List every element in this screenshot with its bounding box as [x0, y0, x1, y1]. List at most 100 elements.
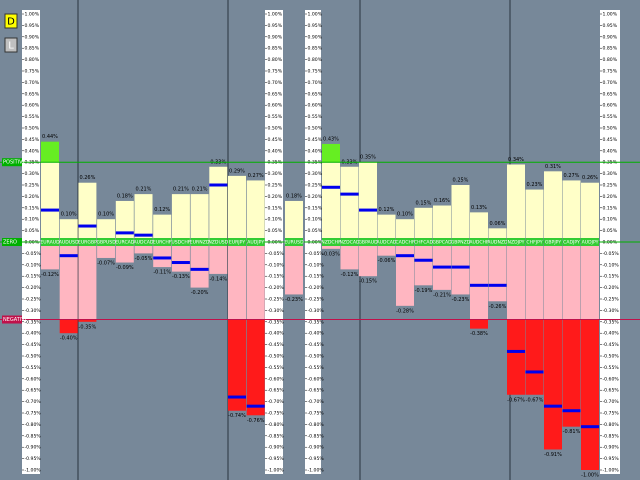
high-bar: [525, 189, 544, 242]
y-tick-label: 0.50%: [603, 126, 618, 132]
level-tag: [2, 315, 22, 324]
category-tag: [581, 238, 599, 246]
category-label: AUDCHF: [469, 240, 489, 246]
y-tick-label: -0.95%: [268, 456, 285, 462]
current-marker: [78, 224, 97, 228]
category-tag: [209, 238, 228, 246]
button[interactable]: L: [8, 41, 14, 52]
high-bar: [78, 182, 97, 242]
y-tick-label: -0.90%: [268, 445, 285, 451]
current-marker: [488, 283, 507, 287]
current-marker: [322, 185, 340, 189]
y-tick-label: -1.00%: [603, 468, 620, 474]
y-tick-label: -0.50%: [603, 354, 620, 360]
y-tick-label: 0.40%: [25, 148, 40, 154]
y-tick-label: -0.85%: [308, 433, 325, 439]
y-tick-label: -0.40%: [25, 331, 42, 337]
high-bar: [507, 164, 525, 242]
high-label: 0.10%: [98, 212, 114, 218]
y-tick-label: 0.25%: [268, 183, 283, 189]
button-bg[interactable]: [4, 37, 18, 53]
y-tick-label: 0.55%: [268, 114, 283, 120]
y-tick-label: 0.20%: [268, 194, 283, 200]
button[interactable]: D: [7, 17, 15, 28]
y-tick-label: 0.45%: [268, 137, 283, 143]
y-tick-label: 0.15%: [268, 205, 283, 211]
y-tick-label: -0.75%: [603, 411, 620, 417]
high-label: 0.15%: [416, 200, 432, 206]
high-label: 0.21%: [136, 187, 152, 193]
level-label: NEGATIVE: [3, 317, 28, 323]
high-bar-over: [41, 141, 59, 163]
low-bar: [507, 242, 525, 320]
y-tick-label: -0.15%: [25, 274, 42, 280]
high-label: 0.27%: [248, 173, 264, 179]
low-label: -0.67%: [526, 397, 544, 403]
low-bar-over: [228, 319, 246, 411]
y-tick-label: -0.25%: [268, 297, 285, 303]
y-tick-label: -0.55%: [268, 365, 285, 371]
low-bar: [59, 242, 78, 320]
category-tag: [414, 238, 433, 246]
high-bar: [171, 194, 190, 242]
y-tick-label: -0.90%: [603, 445, 620, 451]
high-label: 0.26%: [582, 175, 598, 181]
high-label: 0.21%: [192, 187, 208, 193]
high-bar: [396, 219, 414, 242]
y-tick-label: 0.25%: [603, 183, 618, 189]
category-tag: [228, 238, 246, 246]
y-tick-label: 0.70%: [308, 80, 323, 86]
high-bar: [377, 214, 396, 242]
current-marker: [153, 256, 172, 260]
y-tick-label: -0.70%: [603, 399, 620, 405]
y-tick-label: -0.45%: [25, 342, 42, 348]
category-label: GBPCAD: [432, 240, 452, 246]
category-tag: [285, 238, 303, 246]
y-tick-label: -0.20%: [603, 285, 620, 291]
category-tag: [41, 238, 59, 246]
high-label: 0.10%: [61, 212, 77, 218]
y-tick-label: 0.75%: [308, 69, 323, 75]
low-label: -0.13%: [172, 274, 190, 280]
y-tick-label: 0.65%: [308, 91, 323, 97]
y-tick-label: -0.95%: [603, 456, 620, 462]
current-marker: [544, 404, 562, 408]
y-tick-label: -0.85%: [268, 433, 285, 439]
y-tick-label: -0.70%: [25, 399, 42, 405]
button-bg[interactable]: [4, 13, 18, 29]
y-tick-label: -0.20%: [25, 285, 42, 291]
y-tick-label: 0.20%: [308, 194, 323, 200]
y-tick-label: 1.00%: [308, 12, 323, 18]
category-label: NZDCHF: [321, 240, 341, 246]
y-tick-label: 0.25%: [25, 183, 40, 189]
y-tick-label: -0.30%: [25, 308, 42, 314]
y-tick-label: 0.45%: [25, 137, 40, 143]
y-tick-label: 0.75%: [603, 69, 618, 75]
y-tick-label: 0.55%: [25, 114, 40, 120]
category-tag: [451, 238, 470, 246]
low-bar-over: [581, 319, 599, 470]
low-label: -0.09%: [116, 265, 134, 271]
current-marker: [115, 231, 134, 235]
current-marker: [562, 409, 581, 413]
category-label: EURNZD: [190, 240, 210, 246]
y-tick-label: 0.95%: [308, 23, 323, 29]
current-marker: [581, 425, 599, 429]
category-tag: [134, 238, 153, 246]
y-tick-label: -0.50%: [268, 354, 285, 360]
y-tick-label: 0.65%: [603, 91, 618, 97]
y-tick-label: 0.60%: [603, 103, 618, 109]
y-tick-label: 0.80%: [268, 57, 283, 63]
current-marker: [59, 254, 78, 258]
y-tick-label: -0.75%: [268, 411, 285, 417]
y-tick-label: 0.65%: [25, 91, 40, 97]
high-bar: [115, 200, 134, 242]
y-tick-label: -0.30%: [603, 308, 620, 314]
y-tick-label: -0.05%: [308, 251, 325, 257]
y-tick-label: -0.60%: [25, 376, 42, 382]
y-tick-label: -0.25%: [603, 297, 620, 303]
high-label: 0.18%: [286, 193, 302, 199]
low-bar-over: [562, 319, 581, 427]
high-bar: [562, 180, 581, 242]
category-label: AUDUSD: [59, 240, 79, 246]
